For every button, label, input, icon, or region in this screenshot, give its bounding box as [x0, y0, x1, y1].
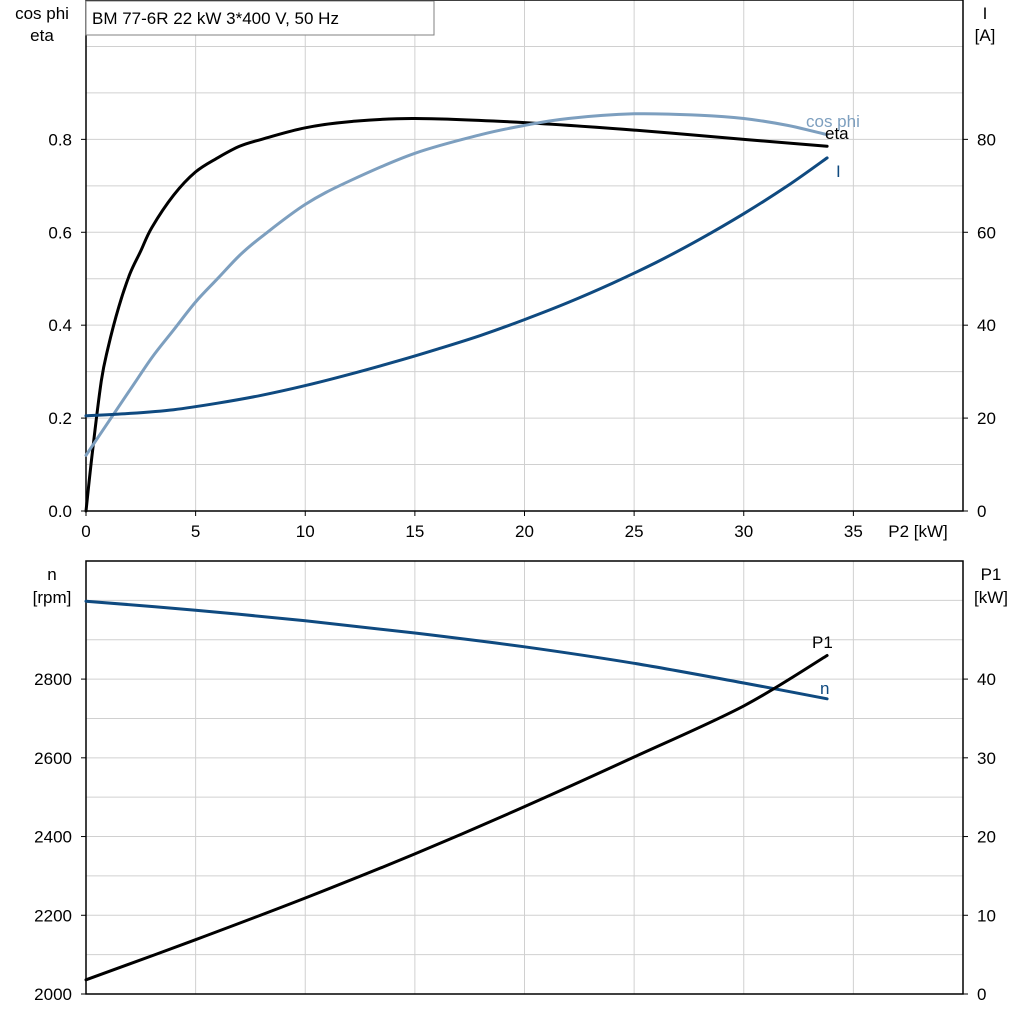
bottom-left-tick-label: 2200 [34, 906, 72, 925]
bottom-left-tick-label: 2600 [34, 749, 72, 768]
bottom-right-axis-label-1: P1 [981, 565, 1002, 584]
bottom-curves [84, 599, 829, 982]
top-left-tick-label: 0.6 [48, 223, 72, 242]
bottom-left-tick-label: 2000 [34, 985, 72, 1004]
top-left-tick-label: 0.4 [48, 316, 72, 335]
bottom-grid [86, 561, 963, 994]
top-curves [84, 112, 829, 513]
bottom-ticks: 2000 2200 2400 2600 2800 0 10 20 30 40 [34, 670, 996, 1004]
top-left-tick-label: 0.8 [48, 130, 72, 149]
series-label-n: n [820, 679, 829, 698]
bottom-right-tick-label: 10 [977, 906, 996, 925]
top-x-axis-label: P2 [kW] [888, 522, 948, 541]
bottom-left-axis-label-1: n [47, 565, 56, 584]
bottom-curve-p1 [84, 654, 829, 982]
top-curve-cos-phi [84, 112, 829, 457]
bottom-right-tick-label: 20 [977, 828, 996, 847]
top-x-tick-label: 0 [81, 522, 90, 541]
bottom-curve-n [84, 599, 829, 701]
top-curve-i [84, 156, 829, 418]
top-right-tick-label: 60 [977, 223, 996, 242]
top-left-tick-label: 0.2 [48, 409, 72, 428]
top-left-axis-label-1: cos phi [15, 4, 69, 23]
series-label-eta: eta [825, 124, 849, 143]
series-label-current: I [836, 162, 841, 181]
top-left-axis-label-2: eta [30, 26, 54, 45]
series-label-cos-phi: cos phi [806, 112, 860, 131]
bottom-left-tick-label: 2800 [34, 670, 72, 689]
title-box [85, 0, 435, 36]
top-curve-eta [84, 116, 829, 513]
top-grid [86, 0, 963, 511]
top-ticks: 0.0 0.2 0.4 0.6 0.8 0 20 40 60 80 0 5 10 15 20 25 30 35 [48, 130, 996, 541]
series-label-p1: P1 [812, 633, 833, 652]
top-x-tick-label: 35 [844, 522, 863, 541]
top-x-tick-label: 5 [191, 522, 200, 541]
bottom-right-tick-label: 40 [977, 670, 996, 689]
top-right-axis-label-2: [A] [975, 26, 996, 45]
top-x-tick-label: 10 [296, 522, 315, 541]
bottom-right-tick-label: 30 [977, 749, 996, 768]
bottom-left-axis-label-2: [rpm] [33, 588, 72, 607]
top-plot: 0.0 0.2 0.4 0.6 0.8 0 20 40 60 80 0 5 10 15 20 25 30 35 B… [15, 0, 996, 541]
bottom-right-axis-label-2: [kW] [974, 588, 1008, 607]
bottom-plot-frame [85, 560, 964, 995]
chart-title: BM 77-6R 22 kW 3*400 V, 50 Hz [92, 9, 339, 28]
top-right-axis-label-1: I [983, 4, 988, 23]
bottom-left-tick-label: 2400 [34, 828, 72, 847]
top-right-tick-label: 0 [977, 502, 986, 521]
bottom-plot: 2000 2200 2400 2600 2800 0 10 20 30 40 n [rpm] P1… [33, 560, 1008, 1004]
top-left-tick-label: 0.0 [48, 502, 72, 521]
top-x-tick-label: 25 [625, 522, 644, 541]
top-x-tick-label: 20 [515, 522, 534, 541]
bottom-right-tick-label: 0 [977, 985, 986, 1004]
top-right-tick-label: 20 [977, 409, 996, 428]
top-right-tick-label: 40 [977, 316, 996, 335]
top-x-tick-label: 15 [405, 522, 424, 541]
top-right-tick-label: 80 [977, 130, 996, 149]
top-x-tick-label: 30 [734, 522, 753, 541]
